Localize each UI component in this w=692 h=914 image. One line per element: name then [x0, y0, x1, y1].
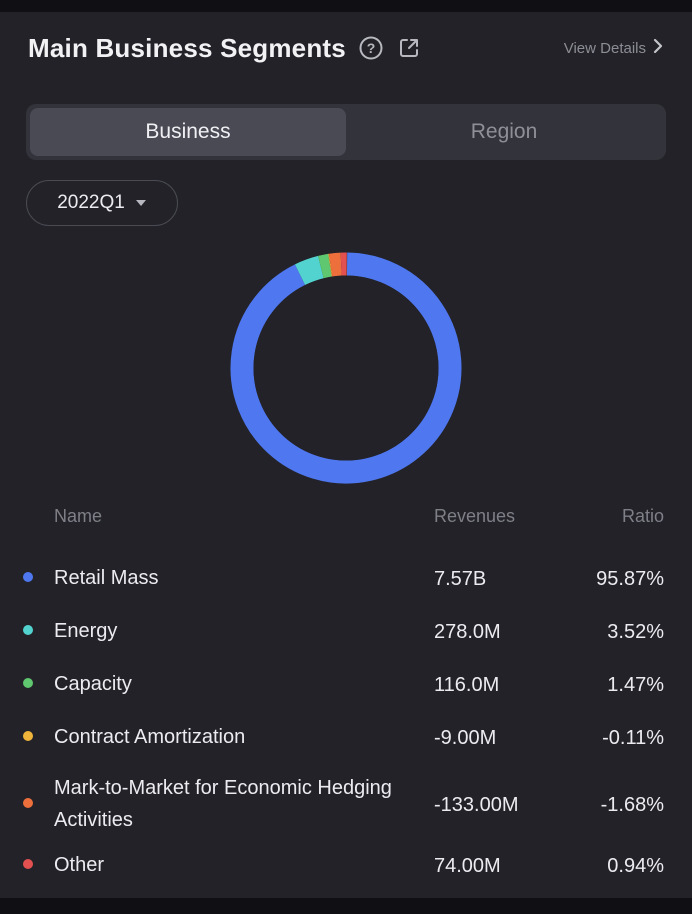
segment-ratio: 95.87%: [596, 568, 664, 590]
segment-toggle: Business Region: [26, 104, 666, 160]
chevron-right-icon: [652, 37, 664, 59]
table-row: Energy 278.0M 3.52%: [0, 611, 692, 651]
segment-name: Mark-to-Market for Economic Hedging Acti…: [54, 777, 392, 831]
segment-revenue: 74.00M: [434, 855, 501, 877]
segment-ratio: 3.52%: [607, 621, 664, 643]
segment-revenue: -9.00M: [434, 727, 497, 749]
segment-name: Energy: [54, 620, 118, 642]
period-dropdown[interactable]: 2022Q1: [26, 180, 178, 226]
view-details-label: View Details: [563, 39, 646, 57]
legend-dot: [23, 572, 33, 582]
table-row: Other 74.00M 0.94%: [0, 845, 692, 885]
table-row: Capacity 116.0M 1.47%: [0, 664, 692, 704]
segment-revenue: -133.00M: [434, 794, 519, 816]
svg-text:?: ?: [367, 40, 376, 56]
period-value: 2022Q1: [57, 192, 125, 213]
segment-name: Capacity: [54, 673, 132, 695]
table-row: Contract Amortization -9.00M -0.11%: [0, 717, 692, 757]
segment-ratio: 0.94%: [607, 855, 664, 877]
segment-ratio: -1.68%: [600, 794, 664, 816]
segment-ratio: 1.47%: [607, 674, 664, 696]
business-segments-card: Main Business Segments ? View Details Bu…: [0, 12, 692, 898]
legend-dot: [23, 678, 33, 688]
donut-slice-energy: [294, 255, 324, 286]
caret-down-icon: [135, 199, 147, 207]
tab-region[interactable]: Region: [470, 120, 538, 143]
segment-revenue: 7.57B: [434, 568, 487, 590]
view-details-link[interactable]: View Details: [564, 37, 664, 59]
donut-inner-edge: [253, 275, 439, 461]
segment-ratio: -0.11%: [602, 727, 664, 749]
tab-business[interactable]: Business: [30, 108, 346, 156]
card-header: Main Business Segments ? View Details: [28, 26, 664, 70]
table-row: Retail Mass 7.57B 95.87%: [0, 558, 692, 598]
segment-name: Other: [54, 854, 105, 876]
segment-revenue: 116.0M: [434, 674, 500, 696]
donut-slice-capacity: [318, 253, 332, 279]
segment-revenue: 278.0M: [434, 621, 501, 643]
column-header-revenues: Revenues: [434, 506, 516, 526]
segment-name: Retail Mass: [54, 567, 159, 589]
help-icon[interactable]: ?: [358, 35, 384, 61]
legend-dot: [23, 625, 33, 635]
donut-slice-mark-to-market-for-economic-hedging-activities: [328, 252, 342, 277]
column-header-name: Name: [54, 506, 103, 526]
table-row: Mark-to-Market for Economic Hedging Acti…: [0, 764, 692, 831]
legend-dot: [23, 731, 33, 741]
table-header: Name Revenues Ratio: [0, 502, 692, 532]
segments-donut-chart: [230, 252, 462, 484]
donut-slice-retail-mass: [230, 252, 462, 484]
column-header-ratio: Ratio: [621, 506, 664, 526]
share-icon[interactable]: [396, 35, 422, 61]
legend-dot: [23, 798, 33, 808]
segment-name: Contract Amortization: [54, 726, 246, 748]
legend-dot: [23, 859, 33, 869]
card-title: Main Business Segments: [28, 32, 346, 63]
